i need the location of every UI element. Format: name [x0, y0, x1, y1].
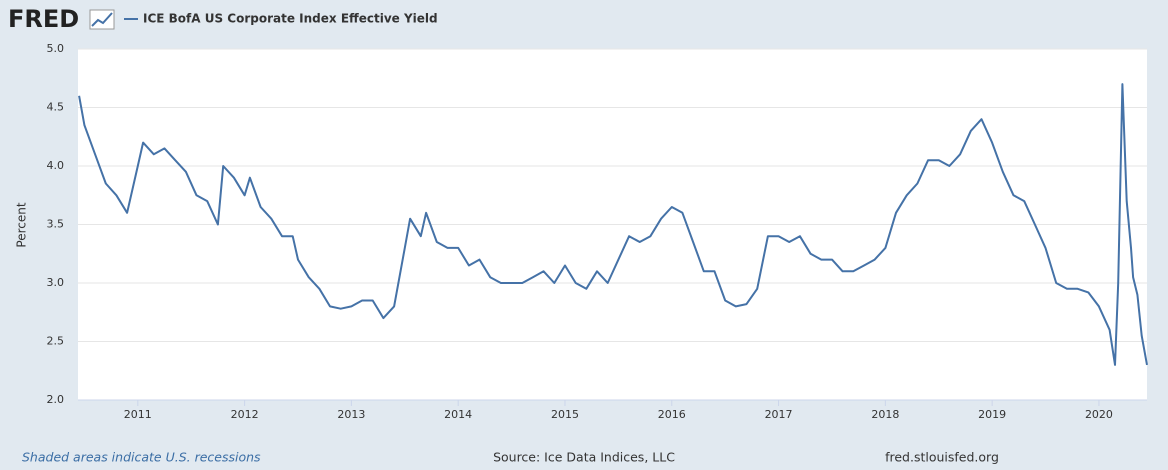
y-tick-label: 3.0 — [47, 276, 65, 289]
x-tick-label: 2018 — [871, 408, 899, 421]
x-tick-label: 2011 — [124, 408, 152, 421]
source: Source: Ice Data Indices, LLC — [493, 450, 675, 465]
recession-note[interactable]: Shaded areas indicate U.S. recessions — [22, 450, 261, 465]
y-tick-label: 4.0 — [47, 159, 65, 172]
logo-icon — [89, 9, 115, 30]
x-tick-label: 2017 — [765, 408, 793, 421]
site-link[interactable]: fred.stlouisfed.org — [885, 450, 999, 465]
x-tick-label: 2015 — [551, 408, 579, 421]
logo: FRED — [8, 5, 79, 33]
x-tick-label: 2016 — [658, 408, 686, 421]
x-tick-label: 2014 — [444, 408, 472, 421]
data-line — [78, 83, 1148, 366]
y-axis-label: Percent — [15, 202, 29, 247]
legend-label: ICE BofA US Corporate Index Effective Yi… — [143, 12, 438, 26]
y-tick-label: 4.5 — [47, 101, 65, 114]
y-tick-label: 3.5 — [47, 218, 65, 231]
x-tick-label: 2013 — [337, 408, 365, 421]
y-tick-label: 2.0 — [47, 393, 65, 406]
x-tick-label: 2020 — [1085, 408, 1113, 421]
y-tick-label: 5.0 — [47, 42, 65, 55]
x-tick-label: 2012 — [231, 408, 259, 421]
x-tick-label: 2019 — [978, 408, 1006, 421]
y-tick-label: 2.5 — [47, 335, 65, 348]
